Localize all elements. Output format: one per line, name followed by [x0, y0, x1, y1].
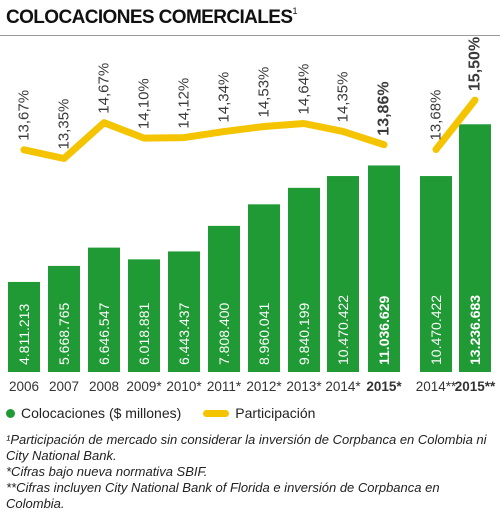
chart-title: COLOCACIONES COMERCIALES1 [6, 6, 297, 29]
participation-label-9: 13,86% [376, 81, 393, 135]
title-footnote-marker: 1 [292, 6, 298, 16]
bar-value-label-10: 10.470.422 [428, 295, 444, 365]
footnote-2: *Cifras bajo nueva normativa SBIF. [6, 464, 208, 479]
bar-6 [248, 204, 280, 372]
x-tick-label-10: 2014** [416, 379, 457, 394]
participation-label-1: 13,35% [56, 99, 73, 150]
x-tick-label-4: 2010* [166, 379, 202, 394]
bar-2 [88, 247, 120, 372]
footnote-1: ¹Participación de mercado sin considerar… [6, 432, 487, 463]
x-tick-label-6: 2012* [246, 379, 282, 394]
legend: Colocaciones ($ millones) Participación [6, 405, 315, 421]
x-tick-label-7: 2013* [286, 379, 322, 394]
bar-value-label-1: 5.668.765 [56, 303, 72, 365]
bar-value-label-4: 6.443.437 [176, 303, 192, 365]
participation-label-8: 14,35% [335, 72, 352, 123]
title-divider [0, 35, 500, 36]
participation-label-2: 14,67% [96, 63, 113, 114]
footnote-3: **Cifras incluyen City National Bank of … [6, 480, 440, 511]
x-tick-label-8: 2014* [325, 379, 361, 394]
bar-value-label-6: 8.960.041 [256, 303, 272, 365]
x-tick-label-5: 2011* [207, 379, 242, 394]
participation-label-11: 15,50% [467, 37, 484, 91]
bar-4 [168, 251, 200, 372]
legend-line-swatch [203, 409, 230, 417]
bar-1 [48, 265, 80, 372]
participation-label-10: 13,68% [428, 90, 445, 141]
bar-5 [208, 225, 240, 372]
participation-line-segment-1 [432, 96, 479, 153]
legend-bar-label: Colocaciones ($ millones) [21, 405, 182, 421]
bar-value-label-5: 7.808.400 [216, 303, 232, 365]
bar-7 [288, 187, 320, 372]
legend-bar-swatch [6, 408, 15, 418]
bar-value-label-8: 10.470.422 [335, 295, 351, 365]
x-tick-label-0: 2006 [9, 379, 39, 394]
bar-10 [420, 176, 452, 372]
bar-3 [128, 259, 160, 372]
x-tick-label-9: 2015* [366, 379, 402, 394]
bar-value-label-0: 4.811.213 [16, 304, 32, 365]
bar-11 [459, 124, 491, 372]
bar-9 [368, 165, 400, 372]
x-tick-label-1: 2007 [49, 379, 79, 394]
x-tick-label-2: 2008 [89, 379, 119, 394]
participation-label-7: 14,64% [296, 64, 313, 115]
participation-line-segment-0 [20, 119, 388, 162]
x-tick-label-3: 2009* [126, 379, 162, 394]
bar-0 [8, 281, 40, 372]
participation-label-6: 14,53% [256, 67, 273, 118]
bar-value-label-9: 11.036.629 [376, 295, 392, 365]
footnotes: ¹Participación de mercado sin considerar… [6, 432, 498, 512]
participation-label-4: 14,12% [176, 78, 193, 129]
colocaciones-chart: 4.811.213 5.668.765 6.646.547 6.018.881 6.44… [8, 37, 496, 394]
bar-value-label-3: 6.018.881 [136, 303, 152, 365]
x-tick-label-11: 2015** [455, 379, 496, 394]
legend-line-label: Participación [235, 405, 316, 421]
bar-value-label-2: 6.646.547 [96, 303, 112, 365]
participation-label-0: 13,67% [16, 90, 33, 141]
bar-8 [327, 176, 359, 372]
bar-value-label-7: 9.840.199 [296, 303, 312, 365]
bar-value-label-11: 13.236.683 [467, 295, 483, 365]
participation-label-3: 14,10% [136, 78, 153, 129]
participation-label-5: 14,34% [216, 72, 233, 123]
chart-title-text: COLOCACIONES COMERCIALES [6, 7, 293, 28]
